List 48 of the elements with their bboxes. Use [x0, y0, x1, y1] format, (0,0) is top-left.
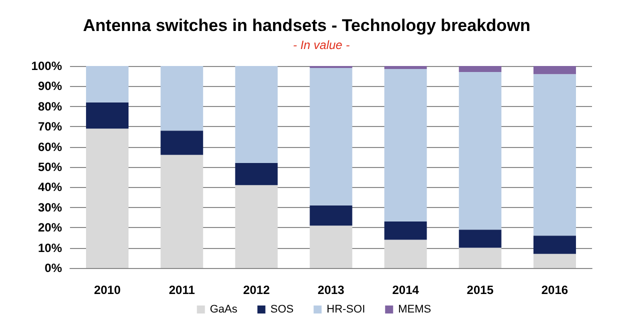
bar [533, 74, 576, 236]
y-tick-label: 50% [38, 160, 62, 174]
bar [86, 128, 129, 268]
x-tick-label: 2010 [94, 283, 121, 297]
bar [235, 185, 278, 268]
bar [310, 68, 352, 206]
x-tick-label: 2015 [466, 283, 494, 297]
bar [533, 236, 576, 254]
y-tick-label: 90% [38, 79, 62, 94]
y-tick-label: 80% [38, 99, 62, 114]
bar [533, 66, 576, 74]
bar [160, 130, 204, 155]
x-tick-label: 2013 [318, 283, 345, 297]
bar [384, 66, 427, 70]
x-tick-label: 2012 [243, 283, 270, 297]
y-tick-label: 100% [31, 59, 62, 73]
y-tick-label: 70% [38, 120, 62, 134]
bar [310, 226, 352, 268]
y-tick-label: 0% [44, 261, 62, 275]
bar [86, 102, 129, 129]
chart-title: Antenna switches in handsets - Technology breakdown [83, 16, 530, 35]
bar [310, 205, 352, 226]
legend-label: MEMS [398, 304, 432, 316]
y-tick-label: 40% [38, 180, 62, 194]
legend-label: SOS [270, 304, 294, 316]
bar [458, 66, 502, 72]
y-tick-label: 10% [38, 240, 62, 255]
bar [458, 248, 502, 268]
legend-label: GaAs [210, 304, 238, 316]
bar [458, 72, 502, 230]
bar [160, 66, 204, 131]
bar [86, 66, 129, 102]
bar [384, 240, 427, 268]
legend-label: HR-SOI [326, 304, 366, 316]
bar [235, 66, 278, 163]
bar [458, 230, 502, 248]
bar [384, 222, 427, 240]
bar [384, 69, 427, 222]
y-tick-label: 30% [38, 200, 62, 214]
bar [533, 254, 576, 268]
bar [160, 154, 204, 268]
x-tick-label: 2011 [168, 283, 196, 297]
bar [235, 162, 278, 186]
y-tick-label: 20% [38, 220, 62, 235]
x-tick-label: 2016 [541, 283, 568, 297]
chart-subtitle: - In value - [293, 38, 350, 52]
x-tick-label: 2014 [392, 283, 420, 297]
y-tick-label: 60% [38, 140, 62, 154]
